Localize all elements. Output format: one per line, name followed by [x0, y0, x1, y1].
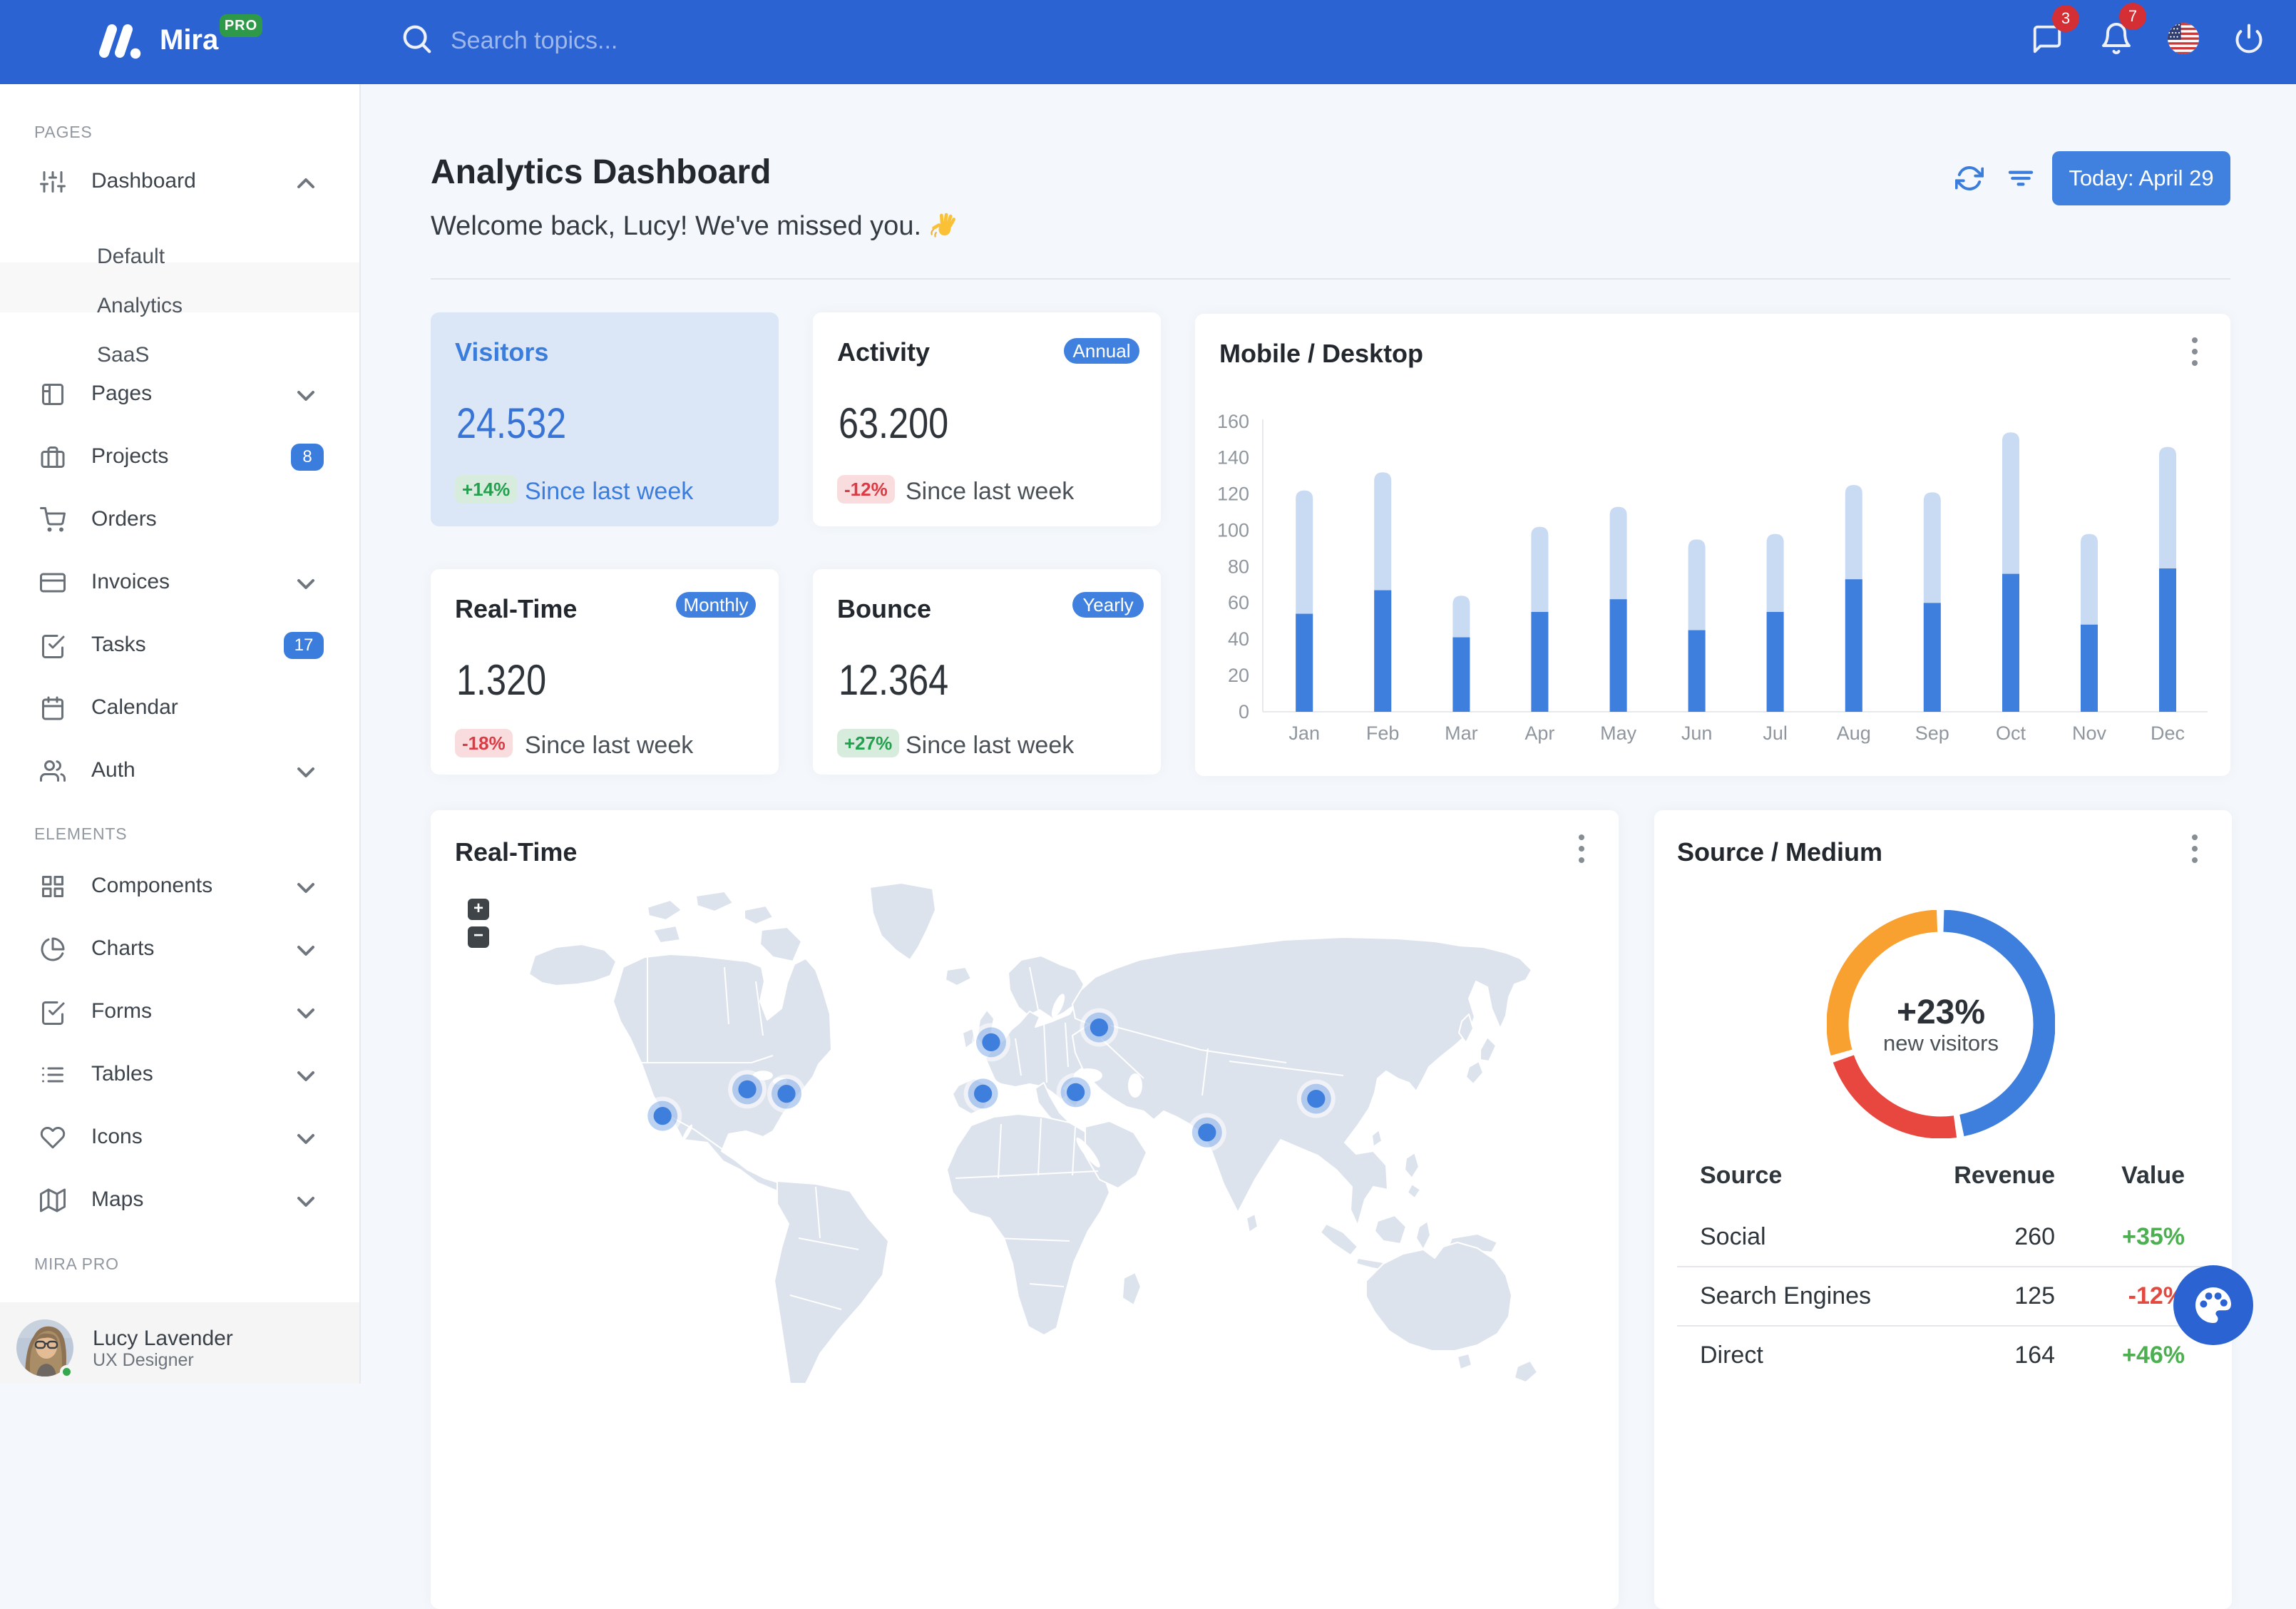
svg-text:Jun: Jun: [1681, 722, 1713, 744]
svg-text:40: 40: [1228, 628, 1249, 650]
svg-text:Apr: Apr: [1524, 722, 1554, 744]
svg-text:Aug: Aug: [1837, 722, 1871, 744]
svg-text:Jul: Jul: [1763, 722, 1788, 744]
svg-text:Nov: Nov: [2072, 722, 2107, 744]
svg-text:120: 120: [1218, 484, 1249, 505]
svg-text:0: 0: [1239, 701, 1249, 722]
svg-text:Sep: Sep: [1915, 722, 1949, 744]
svg-text:100: 100: [1218, 519, 1249, 541]
svg-text:160: 160: [1218, 411, 1249, 432]
svg-text:Mar: Mar: [1445, 722, 1478, 744]
svg-text:80: 80: [1228, 556, 1249, 577]
svg-text:Feb: Feb: [1366, 722, 1400, 744]
svg-text:May: May: [1600, 722, 1637, 744]
svg-text:Jan: Jan: [1288, 722, 1320, 744]
svg-text:Dec: Dec: [2151, 722, 2185, 744]
svg-text:Oct: Oct: [1996, 722, 2026, 744]
svg-text:140: 140: [1218, 447, 1249, 469]
svg-text:60: 60: [1228, 592, 1249, 613]
svg-text:20: 20: [1228, 665, 1249, 686]
